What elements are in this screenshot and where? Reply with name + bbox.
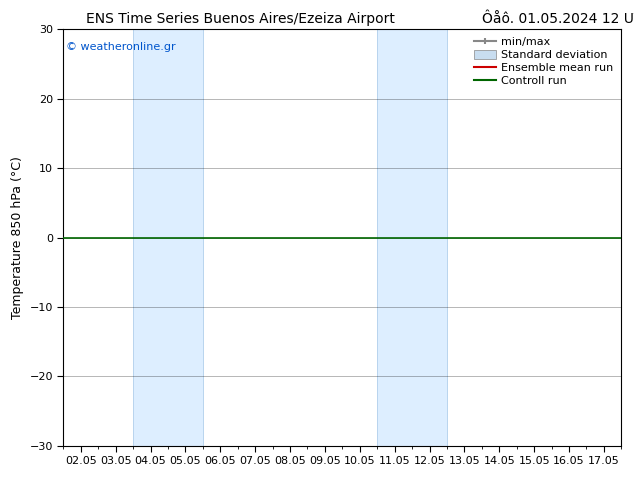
Legend: min/max, Standard deviation, Ensemble mean run, Controll run: min/max, Standard deviation, Ensemble me… (471, 35, 616, 88)
Text: ENS Time Series Buenos Aires/Ezeiza Airport: ENS Time Series Buenos Aires/Ezeiza Airp… (86, 12, 396, 26)
Bar (133, 29, 203, 446)
Text: © weatheronline.gr: © weatheronline.gr (66, 42, 176, 52)
Bar (377, 29, 447, 446)
Text: Ôåô. 01.05.2024 12 UTC: Ôåô. 01.05.2024 12 UTC (482, 12, 634, 26)
Y-axis label: Temperature 850 hPa (°C): Temperature 850 hPa (°C) (11, 156, 24, 319)
